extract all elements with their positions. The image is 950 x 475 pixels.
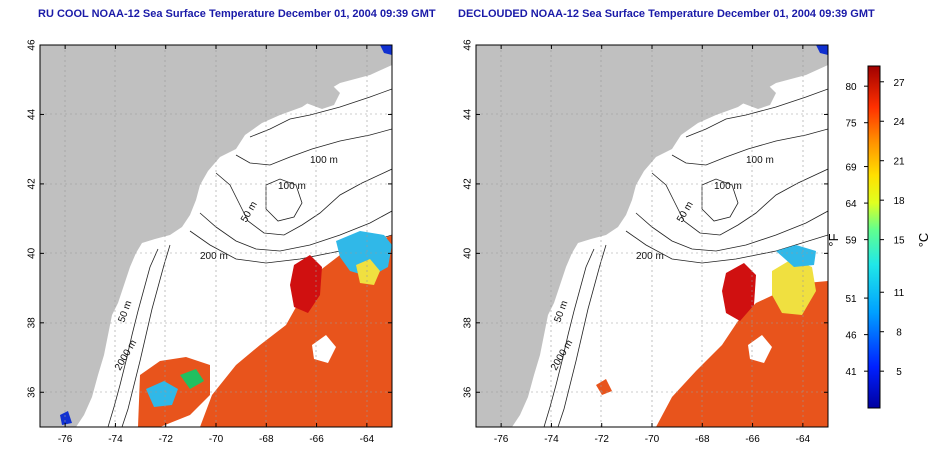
x-tick-label: -72	[594, 434, 609, 445]
bathymetry-contours	[543, 88, 828, 427]
colorbar-gradient	[867, 65, 881, 409]
x-tick-label: -70	[209, 434, 224, 445]
x-tick-label: -74	[108, 434, 123, 445]
colorbar-c-label: 24	[893, 117, 905, 128]
y-tick-label: 38	[27, 317, 38, 329]
graticule	[40, 45, 392, 427]
colorbar-c-label: 18	[893, 196, 905, 207]
y-tick-label: 36	[463, 386, 474, 398]
x-tick-label: -76	[58, 434, 73, 445]
contour-label: 200 m	[200, 251, 228, 262]
colorbar-c-label: 27	[893, 78, 905, 89]
x-tick-label: -64	[360, 434, 375, 445]
y-tick-label: 44	[463, 108, 474, 120]
y-tick-label: 46	[27, 39, 38, 51]
colorbar-f-label: 41	[845, 367, 857, 378]
y-tick-label: 40	[27, 247, 38, 259]
land-mass	[476, 45, 828, 427]
sst-raw-layer	[60, 45, 392, 427]
contour-label: 100 m	[714, 181, 742, 192]
x-tick-label: -72	[158, 434, 173, 445]
fahrenheit-label: °F	[826, 233, 841, 246]
colorbar-c-label: 15	[893, 236, 905, 247]
map-panel-raw: 100 m 100 m 50 m 200 m 50 m 2000 m -76 -7…	[27, 39, 393, 445]
colorbar-f-label: 59	[845, 236, 857, 247]
y-tick-label: 44	[27, 108, 38, 120]
y-tick-label: 46	[463, 39, 474, 51]
colorbar-f-label: 75	[845, 119, 857, 130]
x-tick-label: -74	[544, 434, 559, 445]
x-tick-label: -76	[494, 434, 509, 445]
colorbar-f-label: 46	[845, 331, 857, 342]
x-tick-label: -66	[309, 434, 324, 445]
contour-label: 100 m	[310, 155, 338, 166]
x-tick-label: -66	[745, 434, 760, 445]
colorbar-f-label: 69	[845, 163, 857, 174]
colorbar-c-label: 11	[894, 288, 905, 299]
colorbar: 80 75 69 64 59 51 46 41 27 24 21 18 15 11 8 5 °F °C	[826, 65, 931, 409]
map-panel-declouded: 100 m 100 m 50 m 200 m 50 m 2000 m -76 -7…	[463, 39, 829, 445]
colorbar-f-label: 80	[845, 82, 857, 93]
panel-right-title: DECLOUDED NOAA-12 Sea Surface Temperatur…	[458, 8, 875, 20]
island	[294, 79, 340, 109]
y-tick-label: 42	[27, 178, 38, 190]
contour-label: 100 m	[278, 181, 306, 192]
x-tick-label: -68	[695, 434, 710, 445]
x-tick-label: -70	[645, 434, 660, 445]
sst-declouded-layer	[596, 45, 828, 427]
land-mass	[40, 45, 392, 427]
colorbar-c-label: 5	[896, 367, 902, 378]
y-tick-label: 42	[463, 178, 474, 190]
celsius-label: °C	[916, 233, 931, 248]
colorbar-c-label: 8	[896, 328, 902, 339]
graticule	[476, 45, 828, 427]
island	[730, 79, 776, 109]
colorbar-f-label: 51	[845, 294, 857, 305]
colorbar-c-label: 21	[893, 157, 905, 168]
y-tick-label: 36	[27, 386, 38, 398]
y-tick-label: 38	[463, 317, 474, 329]
contour-label: 200 m	[636, 251, 664, 262]
y-tick-label: 40	[463, 247, 474, 259]
colorbar-f-label: 64	[845, 199, 857, 210]
panel-left-title: RU COOL NOAA-12 Sea Surface Temperature …	[38, 8, 436, 20]
x-tick-label: -64	[796, 434, 811, 445]
x-tick-label: -68	[259, 434, 274, 445]
contour-label: 100 m	[746, 155, 774, 166]
